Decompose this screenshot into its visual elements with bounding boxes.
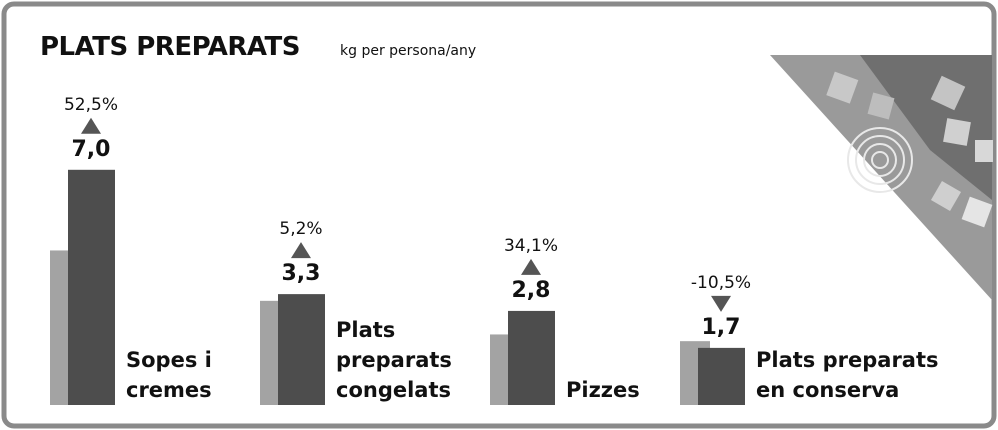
category-label: Sopes i bbox=[126, 348, 212, 372]
value-label: 7,0 bbox=[72, 137, 111, 162]
bar bbox=[508, 311, 555, 405]
change-label: -10,5% bbox=[691, 273, 751, 293]
value-label: 3,3 bbox=[282, 261, 321, 286]
category-label: congelats bbox=[336, 378, 451, 402]
value-label: 2,8 bbox=[512, 278, 551, 303]
chart: PLATS PREPARATS kg per persona/any 7,0 52… bbox=[0, 0, 998, 430]
change-label: 52,5% bbox=[64, 95, 118, 115]
category-label: en conserva bbox=[756, 378, 899, 402]
bar bbox=[278, 294, 325, 405]
change-label: 5,2% bbox=[279, 219, 322, 239]
category-label: Plats bbox=[336, 318, 395, 342]
category-label: Plats preparats bbox=[756, 348, 939, 372]
category-label: preparats bbox=[336, 348, 452, 372]
category-label: cremes bbox=[126, 378, 212, 402]
value-label: 1,7 bbox=[702, 315, 741, 340]
chart-title: PLATS PREPARATS bbox=[40, 32, 300, 62]
bar bbox=[68, 170, 115, 405]
change-label: 34,1% bbox=[504, 236, 558, 256]
chart-subtitle: kg per persona/any bbox=[340, 43, 476, 59]
bar bbox=[698, 348, 745, 405]
category-label: Pizzes bbox=[566, 378, 640, 402]
